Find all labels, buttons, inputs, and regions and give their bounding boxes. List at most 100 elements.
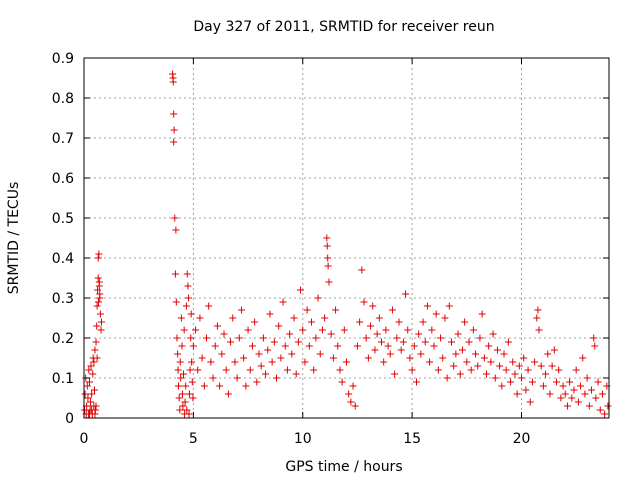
data-point <box>590 334 598 342</box>
data-point <box>290 314 298 322</box>
data-point <box>255 350 263 358</box>
data-point <box>557 394 565 402</box>
data-point <box>493 346 501 354</box>
data-point <box>454 330 462 338</box>
data-point <box>242 382 250 390</box>
data-point <box>325 278 333 286</box>
data-point <box>171 214 179 222</box>
data-point <box>181 398 189 406</box>
data-point <box>483 370 490 378</box>
x-axis-title: GPS time / hours <box>285 459 402 475</box>
data-point <box>303 306 311 314</box>
data-point <box>177 374 185 382</box>
data-point <box>227 338 235 346</box>
data-point <box>87 362 95 370</box>
data-point <box>548 362 556 370</box>
data-point <box>316 350 324 358</box>
data-point <box>561 390 569 398</box>
data-points <box>80 70 612 418</box>
data-point <box>203 334 210 342</box>
data-point <box>566 378 574 386</box>
data-point <box>598 390 606 398</box>
data-point <box>423 302 431 310</box>
data-point <box>279 298 287 306</box>
data-point <box>583 374 591 382</box>
data-point <box>268 358 276 366</box>
data-point <box>81 390 89 398</box>
data-point <box>84 394 92 402</box>
data-point <box>528 378 536 386</box>
data-point <box>308 318 315 326</box>
data-point <box>382 326 390 334</box>
data-point <box>94 274 102 282</box>
data-point <box>373 330 381 338</box>
data-point <box>218 350 226 358</box>
data-point <box>310 366 318 374</box>
data-point <box>211 342 219 350</box>
data-point <box>229 314 237 322</box>
data-point <box>395 318 403 326</box>
data-point <box>244 326 252 334</box>
data-point <box>177 314 185 322</box>
data-point <box>448 338 455 346</box>
data-point <box>491 374 499 382</box>
data-point <box>364 354 372 362</box>
data-point <box>88 406 96 414</box>
data-point <box>347 398 355 406</box>
data-point <box>83 382 91 390</box>
data-point <box>421 338 429 346</box>
data-point <box>362 334 370 342</box>
data-point <box>371 346 379 354</box>
x-tick-label: 0 <box>80 431 89 447</box>
data-point <box>270 338 278 346</box>
data-point <box>509 358 517 366</box>
data-point <box>185 390 193 398</box>
data-point <box>544 350 552 358</box>
y-tick-label: 0.6 <box>52 171 74 187</box>
x-tick-label: 5 <box>189 431 198 447</box>
data-point <box>90 358 98 366</box>
axis-ticks <box>83 57 609 419</box>
data-point <box>180 326 188 334</box>
data-point <box>323 242 331 250</box>
data-point <box>264 346 272 354</box>
data-point <box>207 358 215 366</box>
data-point <box>570 386 578 394</box>
data-point <box>85 378 93 386</box>
data-point <box>592 394 600 402</box>
data-point <box>178 390 186 398</box>
data-point <box>456 370 464 378</box>
data-point <box>246 366 254 374</box>
data-point <box>189 342 197 350</box>
data-point <box>430 342 438 350</box>
data-point <box>178 342 186 350</box>
data-point <box>553 378 560 386</box>
data-point <box>180 370 188 378</box>
data-point <box>170 138 178 146</box>
data-point <box>375 314 383 322</box>
data-point <box>408 366 416 374</box>
data-point <box>526 398 534 406</box>
data-point <box>292 370 300 378</box>
data-point <box>299 326 307 334</box>
y-tick-label: 0.4 <box>52 251 74 267</box>
y-tick-label: 0.9 <box>52 51 74 67</box>
x-tick-label: 20 <box>513 431 531 447</box>
data-point <box>360 298 368 306</box>
data-point <box>577 382 585 390</box>
data-point <box>262 370 270 378</box>
data-point <box>253 378 261 386</box>
data-point <box>93 302 101 310</box>
data-point <box>426 358 434 366</box>
data-point <box>175 382 182 390</box>
data-point <box>437 334 445 342</box>
y-tick-label: 0.8 <box>52 91 74 107</box>
data-point <box>175 394 183 402</box>
x-axis-labels: 0 5 10 15 20 <box>80 431 531 447</box>
data-point <box>93 354 101 362</box>
data-point <box>391 370 399 378</box>
data-point <box>188 358 196 366</box>
data-point <box>184 282 192 290</box>
data-point <box>574 398 582 406</box>
